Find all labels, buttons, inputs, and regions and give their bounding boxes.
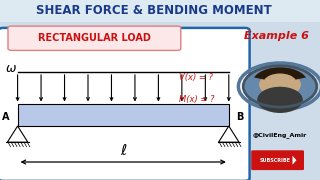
Text: B: B xyxy=(236,112,243,122)
Text: M(x) = ?: M(x) = ? xyxy=(179,94,215,103)
Circle shape xyxy=(258,87,302,112)
Wedge shape xyxy=(254,67,306,80)
Text: SHEAR FORCE & BENDING MOMENT: SHEAR FORCE & BENDING MOMENT xyxy=(36,4,271,17)
FancyBboxPatch shape xyxy=(251,150,304,170)
Bar xyxy=(0,0,320,22)
Text: SUBSCRIBE: SUBSCRIBE xyxy=(260,158,291,163)
Polygon shape xyxy=(7,126,28,142)
Text: V(x) = ?: V(x) = ? xyxy=(179,73,213,82)
Text: Example 6: Example 6 xyxy=(244,31,309,41)
Circle shape xyxy=(260,73,300,96)
Polygon shape xyxy=(219,126,239,142)
Circle shape xyxy=(243,66,317,107)
Text: ℓ: ℓ xyxy=(120,143,126,158)
Text: A: A xyxy=(2,112,9,122)
Bar xyxy=(18,104,229,126)
FancyBboxPatch shape xyxy=(8,26,181,50)
Text: ω: ω xyxy=(6,62,16,75)
Polygon shape xyxy=(292,156,296,165)
FancyBboxPatch shape xyxy=(0,28,250,180)
Text: @CivilEng_Amir: @CivilEng_Amir xyxy=(253,132,307,138)
Text: RECTANGULAR LOAD: RECTANGULAR LOAD xyxy=(38,33,151,43)
